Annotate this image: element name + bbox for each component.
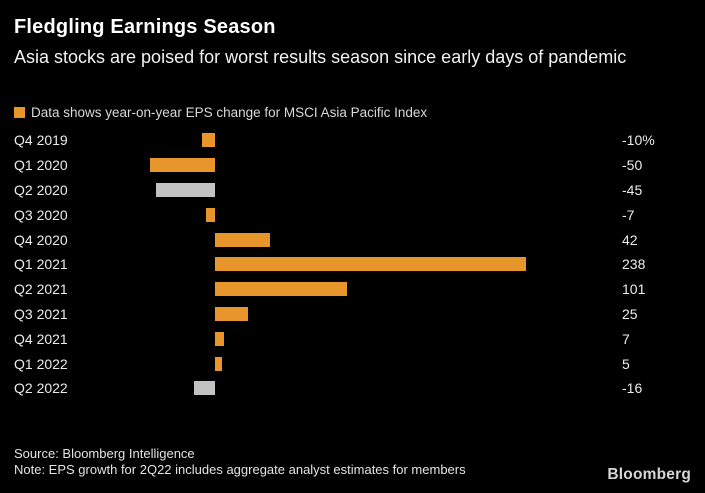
bar xyxy=(149,158,215,173)
value-label: 42 xyxy=(622,231,638,248)
bar xyxy=(215,306,248,321)
bar xyxy=(201,133,215,148)
legend: Data shows year-on-year EPS change for M… xyxy=(14,105,427,120)
bar xyxy=(215,282,347,297)
chart-subtitle: Asia stocks are poised for worst results… xyxy=(14,47,627,67)
chart-row: Q4 2021 7 xyxy=(0,326,705,351)
category-label: Q2 2020 xyxy=(14,181,68,198)
category-label: Q4 2020 xyxy=(14,231,68,248)
chart-row: Q2 2022 -16 xyxy=(0,376,705,401)
category-label: Q4 2019 xyxy=(14,132,68,149)
legend-swatch-icon xyxy=(14,107,25,118)
chart-row: Q3 2021 25 xyxy=(0,302,705,327)
bloomberg-logo: Bloomberg xyxy=(607,466,691,483)
category-label: Q3 2020 xyxy=(14,206,68,223)
value-label: -45 xyxy=(622,181,643,198)
chart-row: Q4 2019 -10% xyxy=(0,128,705,153)
chart-row: Q2 2020 -45 xyxy=(0,178,705,203)
category-label: Q3 2021 xyxy=(14,305,68,322)
value-label: 238 xyxy=(622,256,646,273)
chart-row: Q2 2021 101 xyxy=(0,277,705,302)
bar xyxy=(194,381,215,396)
value-label: 25 xyxy=(622,305,638,322)
category-label: Q1 2021 xyxy=(14,256,68,273)
value-label: -16 xyxy=(622,380,643,397)
category-label: Q2 2021 xyxy=(14,281,68,298)
category-label: Q1 2020 xyxy=(14,157,68,174)
source-text: Source: Bloomberg Intelligence xyxy=(14,446,195,461)
note-text: Note: EPS growth for 2Q22 includes aggre… xyxy=(14,462,466,477)
value-label: -10% xyxy=(622,132,655,149)
chart-rows: Q4 2019 -10% Q1 2020 -50 Q2 2020 -45 Q3 2020 -7… xyxy=(0,128,705,401)
value-label: -7 xyxy=(622,206,635,223)
category-label: Q2 2022 xyxy=(14,380,68,397)
chart-title: Fledgling Earnings Season xyxy=(14,16,276,38)
value-label: -50 xyxy=(622,157,643,174)
category-label: Q4 2021 xyxy=(14,330,68,347)
chart-row: Q1 2022 5 xyxy=(0,351,705,376)
bar xyxy=(215,331,225,346)
bar xyxy=(215,356,222,371)
bar xyxy=(156,182,215,197)
chart-row: Q1 2020 -50 xyxy=(0,153,705,178)
value-label: 7 xyxy=(622,330,630,347)
value-label: 5 xyxy=(622,355,630,372)
chart-row: Q1 2021 238 xyxy=(0,252,705,277)
bar xyxy=(215,257,527,272)
chart-row: Q4 2020 42 xyxy=(0,227,705,252)
category-label: Q1 2022 xyxy=(14,355,68,372)
chart-row: Q3 2020 -7 xyxy=(0,202,705,227)
bar xyxy=(205,207,215,222)
legend-label: Data shows year-on-year EPS change for M… xyxy=(31,105,428,120)
bar xyxy=(215,232,270,247)
value-label: 101 xyxy=(622,281,646,298)
